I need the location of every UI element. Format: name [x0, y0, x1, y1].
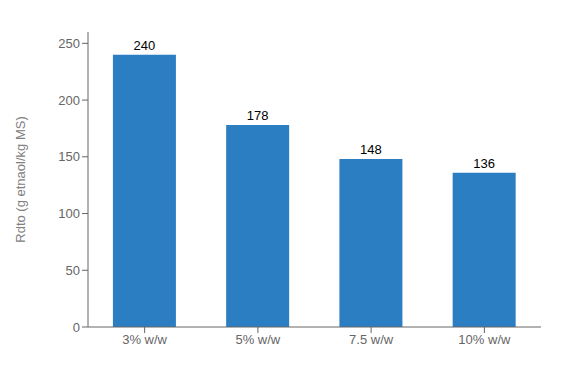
svg-text:178: 178 — [247, 108, 269, 123]
svg-text:7.5 w/w: 7.5 w/w — [349, 332, 394, 347]
svg-text:50: 50 — [66, 263, 80, 278]
svg-text:0: 0 — [73, 320, 80, 335]
svg-text:5% w/w: 5% w/w — [235, 332, 280, 347]
svg-text:Rdto (g etnaol/kg MS): Rdto (g etnaol/kg MS) — [13, 116, 28, 242]
svg-text:150: 150 — [58, 149, 80, 164]
svg-text:200: 200 — [58, 93, 80, 108]
svg-text:240: 240 — [134, 38, 156, 53]
svg-text:100: 100 — [58, 206, 80, 221]
svg-text:3% w/w: 3% w/w — [122, 332, 167, 347]
svg-text:10% w/w: 10% w/w — [458, 332, 511, 347]
svg-text:250: 250 — [58, 36, 80, 51]
svg-text:136: 136 — [473, 156, 495, 171]
svg-text:148: 148 — [360, 142, 382, 157]
